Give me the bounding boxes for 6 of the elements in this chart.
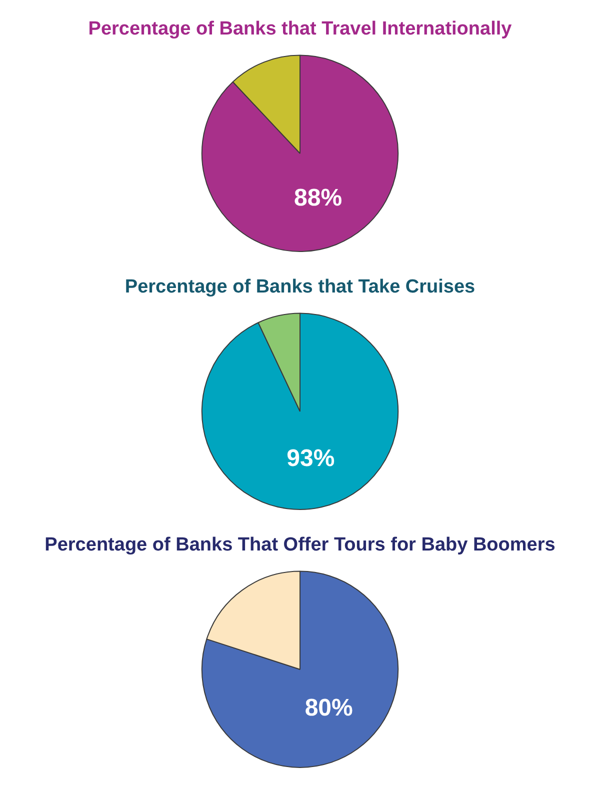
data-label: 88% [294, 184, 342, 212]
chart-title: Percentage of Banks that Travel Internationally [88, 18, 512, 40]
chart-title: Percentage of Banks That Offer Tours for Baby Boomers [44, 534, 556, 556]
chart-title: Percentage of Banks that Take Cruises [124, 276, 476, 298]
data-label: 93% [286, 444, 335, 472]
data-label: 80% [304, 694, 353, 722]
